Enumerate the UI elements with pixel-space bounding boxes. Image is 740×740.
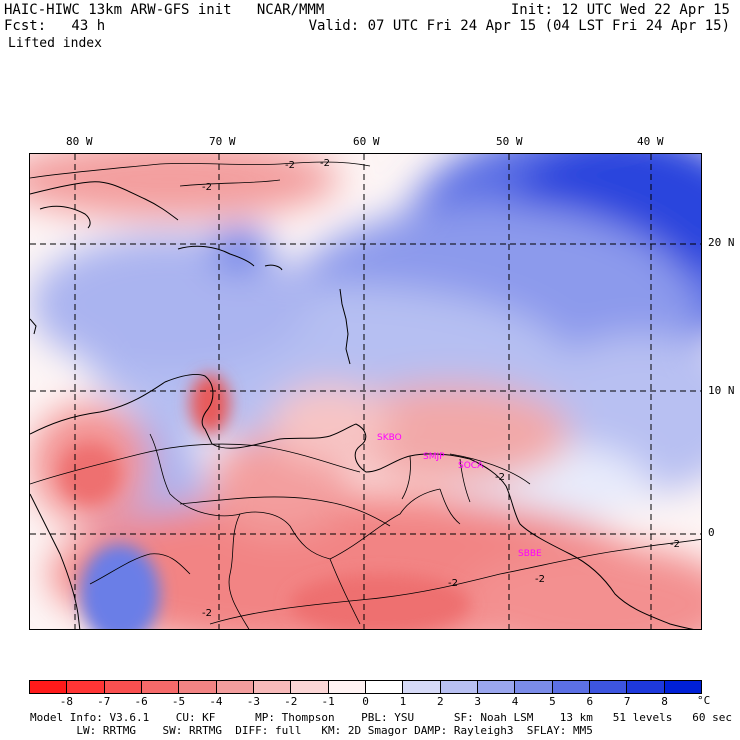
colorbar-label: 0 <box>362 695 369 708</box>
lon-label-50w: 50 W <box>496 135 523 148</box>
colorbar-label: 2 <box>436 695 444 708</box>
colorbar <box>29 680 702 694</box>
contour-label: -2 <box>202 182 212 193</box>
colorbar-label: -1 <box>321 695 335 708</box>
lon-label-70w: 70 W <box>209 135 236 148</box>
lat-label-0: 0 <box>708 526 715 539</box>
colorbar-swatch <box>403 681 441 693</box>
lon-label-60w: 60 W <box>353 135 380 148</box>
model-info-line2: LW: RRTMG SW: RRTMG DIFF: full KM: 2D Sm… <box>30 724 593 737</box>
contour-label: -2 <box>448 578 458 589</box>
contour-label: -2 <box>670 539 680 550</box>
colorbar-label: 8 <box>661 695 668 708</box>
colorbar-unit: °C <box>697 694 711 707</box>
colorbar-swatch <box>552 681 590 693</box>
station-label-soca: SOCA <box>458 461 484 471</box>
colorbar-label: 1 <box>399 695 407 708</box>
station-label-skbo: SKBO <box>377 433 402 443</box>
colorbar-swatch <box>104 681 142 693</box>
colorbar-swatch <box>30 681 68 693</box>
lon-label-80w: 80 W <box>66 135 93 148</box>
colorbar-label: 7 <box>623 695 631 708</box>
colorbar-label: -5 <box>171 695 186 708</box>
lat-label-10n: 10 N <box>708 384 735 397</box>
colorbar-swatch <box>179 681 217 693</box>
contour-label: -2 <box>320 158 330 169</box>
forecast-hour: Fcst: 43 h <box>4 18 106 34</box>
colorbar-label: -4 <box>209 695 223 708</box>
header-title: HAIC-HIWC 13km ARW-GFS init NCAR/MMM <box>4 2 325 18</box>
lifted-index-map: -2 -2 -2 -2 -2 -2 -2 -2 <box>29 153 702 630</box>
colorbar-swatch <box>365 681 404 693</box>
init-time: Init: 12 UTC Wed 22 Apr 15 <box>510 2 730 18</box>
colorbar-swatch <box>328 681 366 693</box>
colorbar-label: 5 <box>549 695 556 708</box>
contour-label: -2 <box>535 574 545 585</box>
colorbar-swatch <box>67 681 105 693</box>
colorbar-label: -7 <box>97 695 111 708</box>
colorbar-swatch <box>477 681 516 693</box>
colorbar-swatch <box>440 681 478 693</box>
contour-label: -2 <box>495 472 505 483</box>
colorbar-label: 6 <box>586 695 594 708</box>
colorbar-swatch <box>515 681 553 693</box>
model-info-line1: Model Info: V3.6.1 CU: KF MP: Thompson P… <box>30 711 732 724</box>
lon-label-40w: 40 W <box>637 135 664 148</box>
colorbar-label: -8 <box>59 695 73 708</box>
station-label-sbbe: SBBE <box>518 549 542 559</box>
colorbar-swatch <box>664 681 701 693</box>
lat-label-20n: 20 N <box>708 236 735 249</box>
colorbar-label: -2 <box>284 695 298 708</box>
valid-time: Valid: 07 UTC Fri 24 Apr 15 (04 LST Fri … <box>308 18 730 34</box>
field-name: Lifted index <box>8 36 102 51</box>
contour-label: -2 <box>285 160 295 171</box>
colorbar-label: -6 <box>134 695 148 708</box>
colorbar-label: -3 <box>246 695 260 708</box>
colorbar-label: 3 <box>474 695 481 708</box>
colorbar-swatch <box>589 681 628 693</box>
colorbar-swatch <box>216 681 254 693</box>
colorbar-swatch <box>291 681 329 693</box>
colorbar-swatch <box>141 681 180 693</box>
colorbar-label: 4 <box>511 695 519 708</box>
colorbar-swatch <box>253 681 292 693</box>
colorbar-swatch <box>627 681 665 693</box>
station-label-smjp: SMJP <box>423 452 445 462</box>
contour-label: -2 <box>202 608 212 619</box>
